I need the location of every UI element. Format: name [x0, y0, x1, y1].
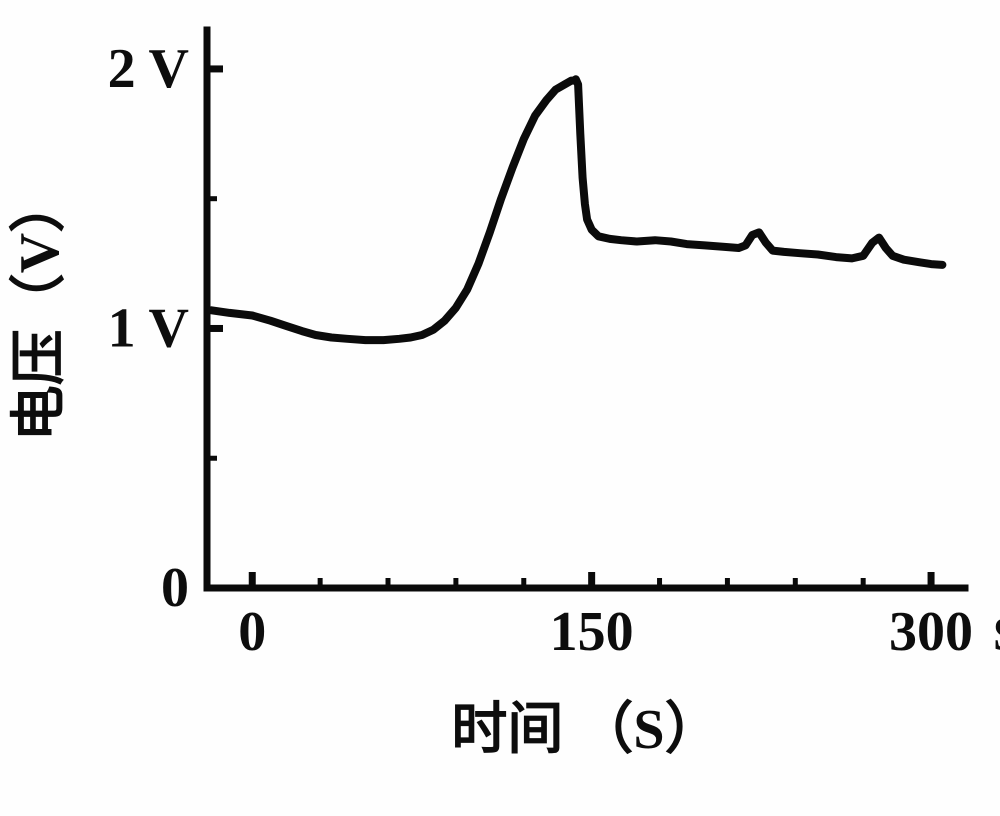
- y-axis-label: 电压（V）: [8, 177, 71, 441]
- y-tick-label: 0: [161, 557, 189, 619]
- voltage-time-chart: 0 1 V 2 V 0 150 300 S 电压（V） 时间 （S）: [0, 0, 1000, 816]
- x-tick-label: 150: [550, 601, 634, 663]
- x-tick-label: 300: [889, 601, 973, 663]
- chart-svg: 0 1 V 2 V 0 150 300 S 电压（V） 时间 （S）: [0, 0, 1000, 816]
- x-axis-label: 时间 （S）: [451, 698, 720, 761]
- y-tick-label: 1 V: [108, 297, 189, 359]
- x-tick-label: 0: [238, 601, 266, 663]
- y-tick-label: 2 V: [108, 38, 189, 100]
- x-unit-suffix: S: [993, 608, 1000, 661]
